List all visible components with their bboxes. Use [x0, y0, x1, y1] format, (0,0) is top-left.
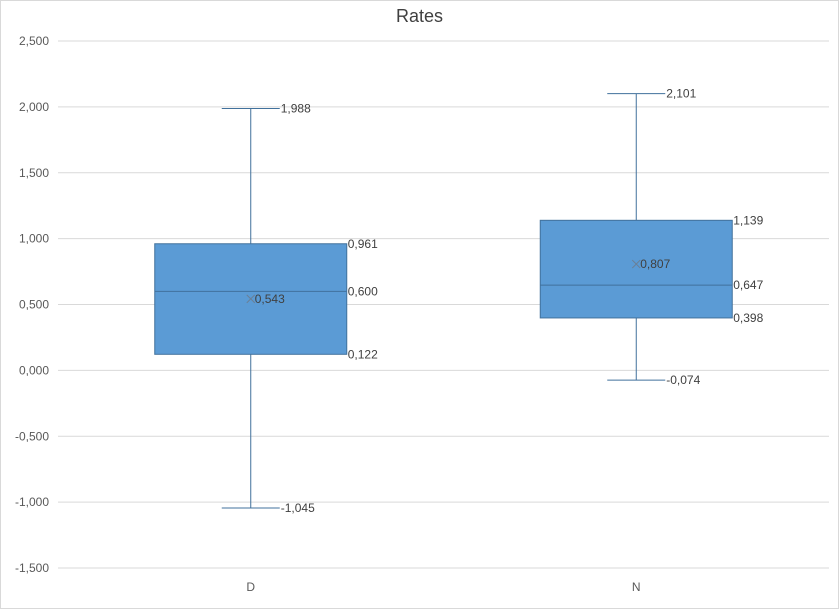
- y-tick-label: 0,500: [19, 298, 49, 312]
- min-label: -1,045: [281, 501, 315, 515]
- y-tick-label: 2,000: [19, 100, 49, 114]
- mean-marker: [631, 259, 641, 269]
- median-label: 0,647: [733, 278, 763, 292]
- q1-label: 0,122: [348, 347, 378, 361]
- q3-label: 0,961: [348, 237, 378, 251]
- y-tick-label: 0,000: [19, 363, 49, 377]
- y-tick-label: 1,500: [19, 166, 49, 180]
- q3-label: 1,139: [733, 213, 763, 227]
- y-tick-label: 1,000: [19, 232, 49, 246]
- mean-marker-stroke: [631, 259, 641, 269]
- x-tick-label: N: [632, 580, 641, 594]
- y-tick-label: -0,500: [15, 429, 49, 443]
- mean-marker-stroke: [246, 294, 256, 304]
- x-tick-label: D: [246, 580, 255, 594]
- y-tick-label: 2,500: [19, 34, 49, 48]
- median-label: 0,600: [348, 284, 378, 298]
- mean-label: 0,807: [640, 257, 670, 271]
- min-label: -0,074: [666, 373, 700, 387]
- mean-marker: [246, 294, 256, 304]
- mean-label: 0,543: [255, 292, 285, 306]
- max-label: 2,101: [666, 87, 696, 101]
- q1-label: 0,398: [733, 311, 763, 325]
- box-D: 1,988 -1,045 0,961 0,600 0,122 0,543: [154, 101, 378, 515]
- y-tick-label: -1,000: [15, 495, 49, 509]
- box-N: 2,101 -0,074 1,139 0,647 0,398 0,807: [539, 87, 764, 387]
- y-tick-label: -1,500: [15, 561, 49, 575]
- max-label: 1,988: [281, 101, 311, 115]
- iqr-box: [539, 219, 733, 319]
- chart-title: Rates: [395, 6, 444, 26]
